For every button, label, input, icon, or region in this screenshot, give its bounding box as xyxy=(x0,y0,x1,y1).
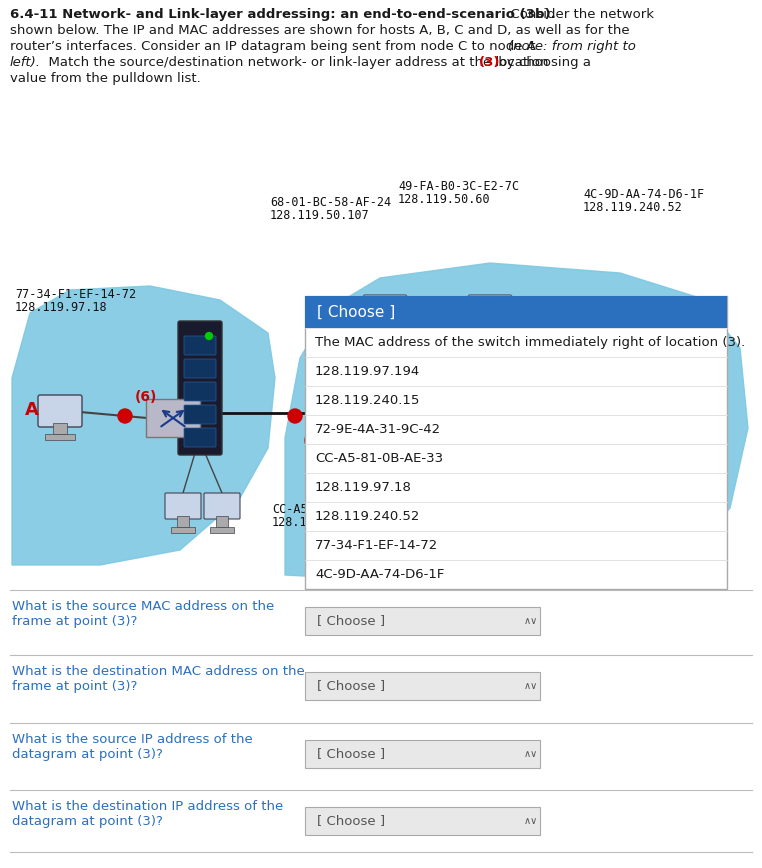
FancyBboxPatch shape xyxy=(638,336,652,347)
Text: 77-34-F1-EF-14-72: 77-34-F1-EF-14-72 xyxy=(315,539,438,552)
FancyBboxPatch shape xyxy=(38,395,82,427)
Circle shape xyxy=(288,409,302,423)
FancyBboxPatch shape xyxy=(305,672,540,700)
Text: 6.4-11 Network- and Link-layer addressing: an end-to-end-scenario (3b).: 6.4-11 Network- and Link-layer addressin… xyxy=(10,8,555,21)
FancyBboxPatch shape xyxy=(630,347,660,353)
FancyBboxPatch shape xyxy=(305,807,540,835)
Text: What is the source MAC address on the
frame at point (3)?: What is the source MAC address on the fr… xyxy=(12,600,274,628)
Text: router’s interfaces. Consider an IP datagram being sent from node C to node A: router’s interfaces. Consider an IP data… xyxy=(10,40,540,53)
FancyBboxPatch shape xyxy=(171,527,195,533)
Text: [ Choose ]: [ Choose ] xyxy=(317,747,385,760)
FancyBboxPatch shape xyxy=(483,323,497,334)
FancyBboxPatch shape xyxy=(216,516,228,527)
Circle shape xyxy=(118,409,132,423)
FancyBboxPatch shape xyxy=(184,382,216,401)
Polygon shape xyxy=(12,286,275,565)
FancyBboxPatch shape xyxy=(45,434,75,440)
Text: 77-34-F1-EF-14-72: 77-34-F1-EF-14-72 xyxy=(15,288,136,301)
Text: CC-A5: CC-A5 xyxy=(272,503,308,516)
Text: 128.119.97.194: 128.119.97.194 xyxy=(315,365,421,378)
FancyBboxPatch shape xyxy=(468,295,512,327)
FancyBboxPatch shape xyxy=(210,527,234,533)
Text: What is the destination MAC address on the
frame at point (3)?: What is the destination MAC address on t… xyxy=(12,665,305,693)
Text: 128.119.50.107: 128.119.50.107 xyxy=(270,209,370,222)
FancyBboxPatch shape xyxy=(305,296,727,328)
FancyBboxPatch shape xyxy=(305,740,540,768)
Text: 128.119.97.18: 128.119.97.18 xyxy=(315,481,412,494)
Text: left).: left). xyxy=(10,56,41,69)
Text: CC-A5-81-0B-AE-33: CC-A5-81-0B-AE-33 xyxy=(315,452,443,465)
Text: value from the pulldown list.: value from the pulldown list. xyxy=(10,72,200,85)
Text: [ Choose ]: [ Choose ] xyxy=(317,615,385,628)
FancyBboxPatch shape xyxy=(184,428,216,447)
FancyBboxPatch shape xyxy=(623,308,667,340)
Text: ∧∨: ∧∨ xyxy=(524,749,538,759)
Text: 4C-9D-AA-74-D6-1F: 4C-9D-AA-74-D6-1F xyxy=(583,188,704,201)
Polygon shape xyxy=(285,263,748,588)
Text: What is the source IP address of the
datagram at point (3)?: What is the source IP address of the dat… xyxy=(12,733,253,761)
FancyBboxPatch shape xyxy=(305,607,540,635)
Text: Consider the network: Consider the network xyxy=(502,8,654,21)
FancyBboxPatch shape xyxy=(178,321,222,455)
Text: shown below. The IP and MAC addresses are shown for hosts A, B, C and D, as well: shown below. The IP and MAC addresses ar… xyxy=(10,24,629,37)
FancyBboxPatch shape xyxy=(363,295,407,327)
Text: 68-01-BC-58-AF-24: 68-01-BC-58-AF-24 xyxy=(270,196,391,209)
Text: [ Choose ]: [ Choose ] xyxy=(317,680,385,693)
FancyBboxPatch shape xyxy=(53,423,67,434)
Text: (5): (5) xyxy=(303,434,325,448)
Text: [ Choose ]: [ Choose ] xyxy=(317,814,385,827)
FancyBboxPatch shape xyxy=(475,334,505,340)
Text: Match the source/destination network- or link-layer address at the location: Match the source/destination network- or… xyxy=(40,56,552,69)
FancyBboxPatch shape xyxy=(146,399,200,437)
Circle shape xyxy=(206,332,213,339)
Text: What is the destination IP address of the
datagram at point (3)?: What is the destination IP address of th… xyxy=(12,800,283,828)
FancyBboxPatch shape xyxy=(204,493,240,519)
FancyBboxPatch shape xyxy=(184,359,216,378)
FancyBboxPatch shape xyxy=(184,336,216,355)
Text: 128.119.240.52: 128.119.240.52 xyxy=(583,201,683,214)
Text: (note: from right to: (note: from right to xyxy=(508,40,636,53)
FancyBboxPatch shape xyxy=(165,493,201,519)
Text: 128.1: 128.1 xyxy=(272,516,308,529)
Text: 4C-9D-AA-74-D6-1F: 4C-9D-AA-74-D6-1F xyxy=(315,568,444,581)
FancyBboxPatch shape xyxy=(370,334,400,340)
Text: 128.119.97.18: 128.119.97.18 xyxy=(15,301,107,314)
Text: by choosing a: by choosing a xyxy=(494,56,591,69)
FancyBboxPatch shape xyxy=(378,323,392,334)
FancyBboxPatch shape xyxy=(177,516,189,527)
Text: 128.119.240.15: 128.119.240.15 xyxy=(315,394,421,407)
FancyBboxPatch shape xyxy=(305,296,727,589)
Text: (3): (3) xyxy=(479,56,501,69)
Text: [ Choose ]: [ Choose ] xyxy=(317,305,395,319)
Text: (6): (6) xyxy=(135,390,158,404)
Text: B: B xyxy=(338,296,351,314)
Text: 72-9E-4A-31-9C-42: 72-9E-4A-31-9C-42 xyxy=(315,423,441,436)
FancyBboxPatch shape xyxy=(184,405,216,424)
Text: ∧∨: ∧∨ xyxy=(524,816,538,826)
Text: 49-FA-B0-3C-E2-7C: 49-FA-B0-3C-E2-7C xyxy=(398,180,519,193)
Text: A: A xyxy=(25,401,39,419)
Text: ∧∨: ∧∨ xyxy=(524,681,538,691)
Text: ∧∨: ∧∨ xyxy=(524,616,538,626)
Text: 128.119.240.52: 128.119.240.52 xyxy=(315,510,421,523)
Text: The MAC address of the switch immediately right of location (3).: The MAC address of the switch immediatel… xyxy=(315,336,745,349)
Text: 128.119.50.60: 128.119.50.60 xyxy=(398,193,491,206)
